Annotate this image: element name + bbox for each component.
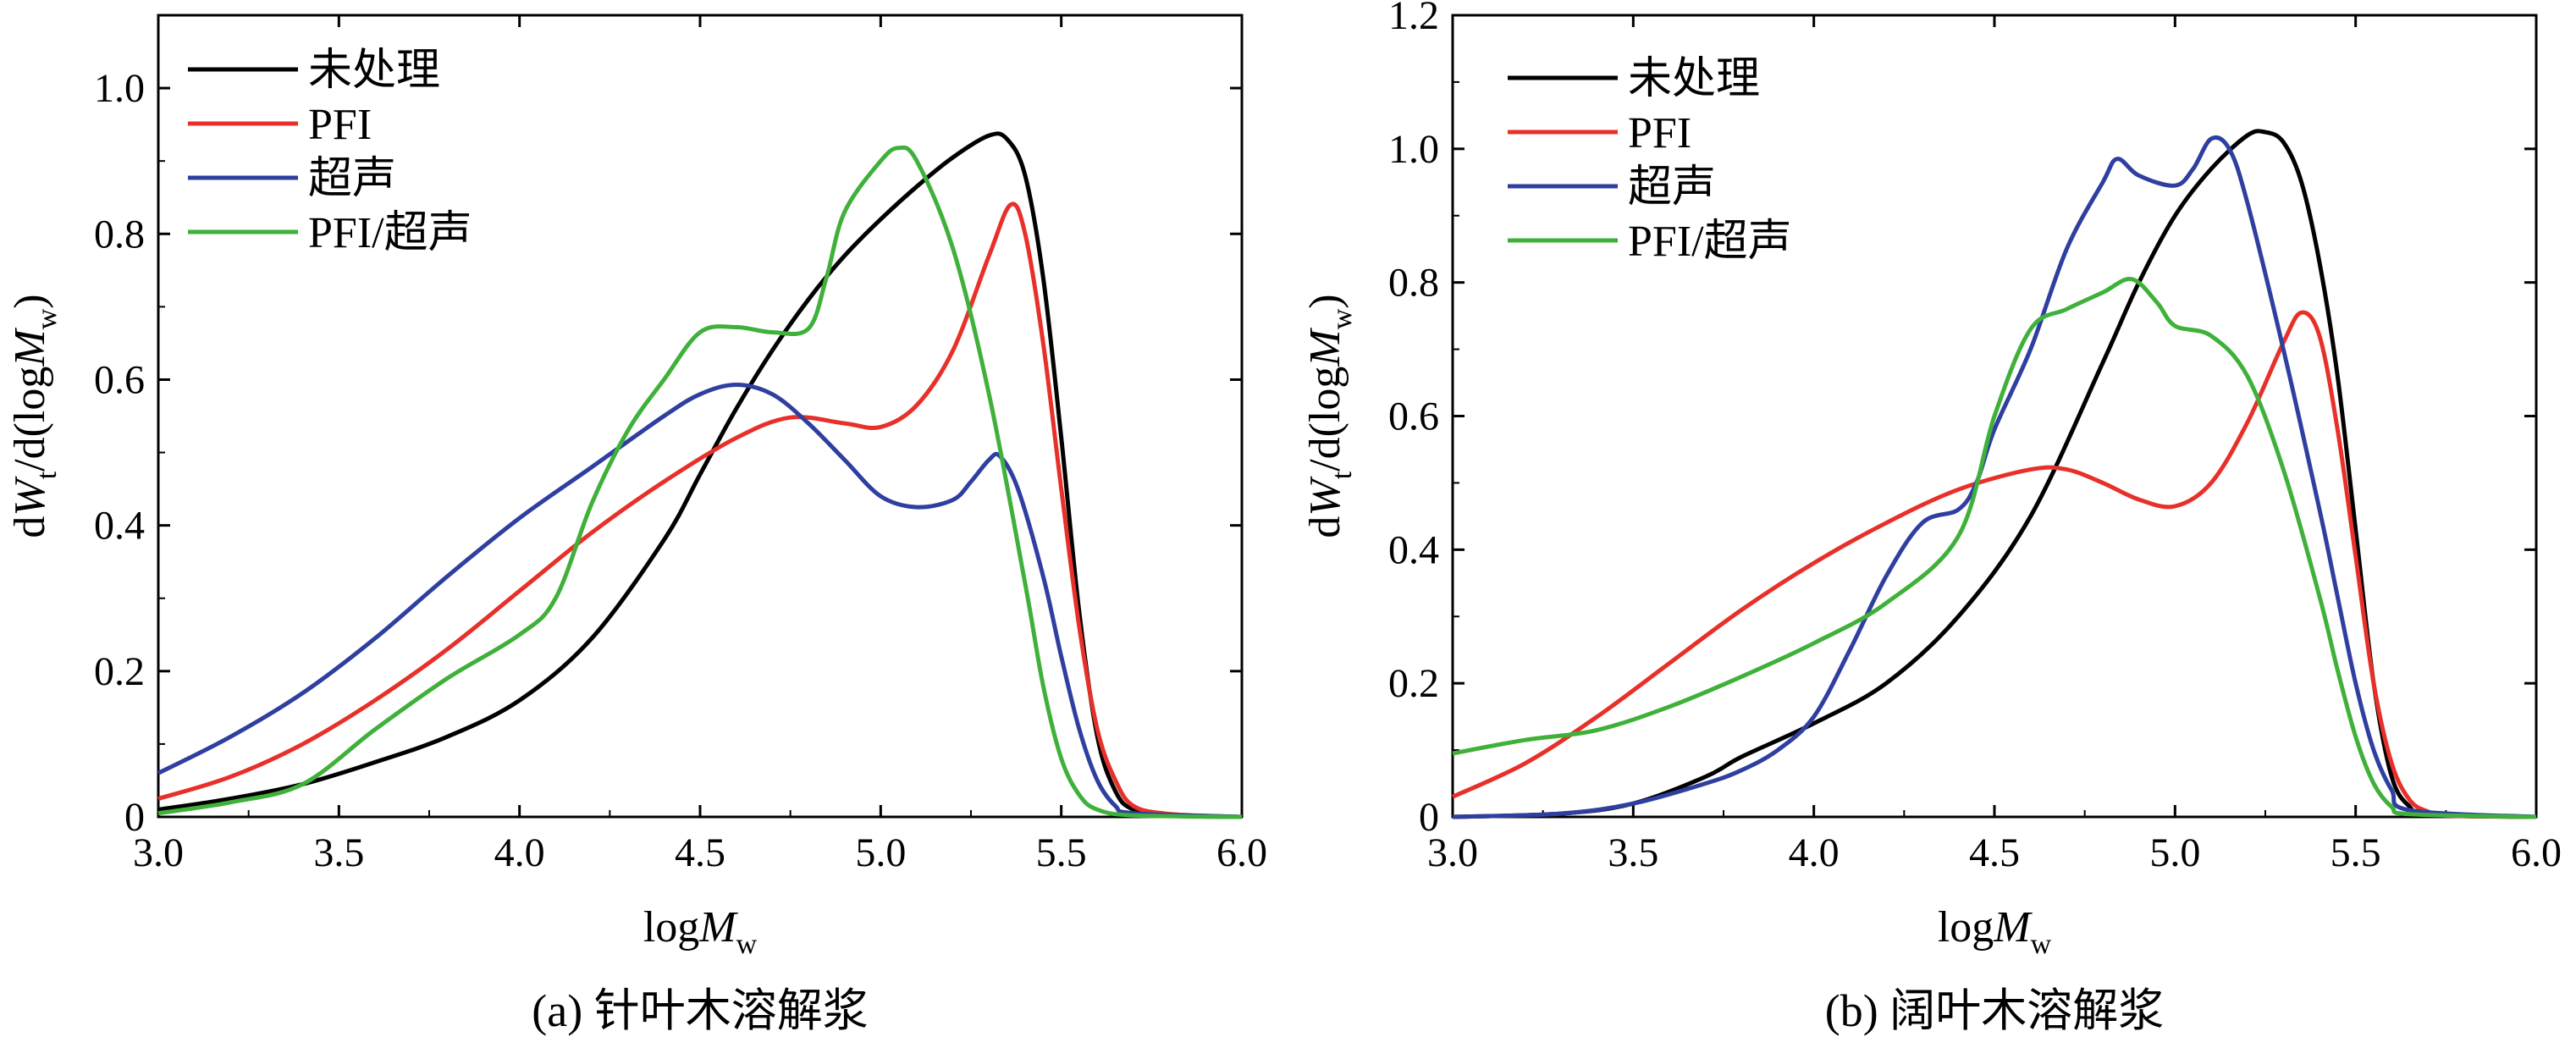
y-axis-label: dWt/d(logMw) [1301,294,1358,538]
x-tick-label: 4.5 [1969,830,2020,875]
y-tick-label: 0.8 [1388,261,1439,306]
legend-label-pfi_ultrasound: PFI/超声 [1628,218,1792,266]
y-tick-label: 0.8 [94,212,145,256]
y-tick-label: 0 [124,795,145,840]
legend-label-ultrasound: 超声 [308,155,396,203]
legend-label-untreated: 未处理 [1628,55,1760,103]
chart-caption: (b) 阔叶木溶解浆 [1825,985,2164,1036]
legend-label-pfi: PFI [308,101,372,149]
x-tick-label: 5.5 [1036,830,1087,875]
series-line-pfi [157,201,1243,819]
chart-panel-a: 3.0 3.5 4.0 4.5 5.0 5.5 6.0 0 0.2 0.4 0.6 0.8 1.0 log… [6,14,1267,1036]
series-line-pfi [1451,310,2537,819]
y-tick-label: 1.0 [1388,127,1439,172]
x-tick-label: 4.0 [1789,830,1840,875]
legend: 未处理 PFI 超声 PFI/超声 [1508,55,1792,266]
chart-caption: (a) 针叶木溶解浆 [532,985,868,1036]
legend: 未处理 PFI 超声 PFI/超声 [188,47,472,257]
series-line-ultrasound [157,383,1243,819]
x-tick-label: 6.0 [1216,830,1267,875]
chart-panel-b: 3.0 3.5 4.0 4.5 5.0 5.5 6.0 0 0.2 0.4 0.6 0.8 1.0 1.2… [1301,0,2562,1036]
y-tick-label: 0.4 [1388,527,1439,572]
series-line-pfi_ultrasound [157,145,1243,819]
y-tick-label: 0.2 [94,649,145,694]
legend-label-pfi: PFI [1628,109,1691,157]
x-tick-label: 5.5 [2331,830,2381,875]
y-tick-label: 0.2 [1388,661,1439,706]
y-tick-label: 1.2 [1388,0,1439,38]
x-tick-label: 4.5 [675,830,725,875]
x-tick-label: 3.0 [1427,830,1478,875]
y-tick-label: 0.6 [1388,394,1439,439]
y-tick-label: 0.4 [94,504,145,549]
legend-label-pfi_ultrasound: PFI/超声 [308,209,472,257]
legend-label-untreated: 未处理 [308,47,440,95]
x-tick-label: 3.5 [313,830,364,875]
x-tick-label: 3.5 [1608,830,1658,875]
x-axis-label: logMw [643,903,758,960]
y-tick-label: 1.0 [94,66,145,111]
series-line-untreated [1452,129,2537,819]
y-axis-label: dWt/d(logMw) [6,294,63,538]
x-axis-label: logMw [1938,903,2052,960]
x-tick-label: 4.0 [494,830,545,875]
series-line-ultrasound [1452,135,2537,819]
legend-label-ultrasound: 超声 [1628,163,1716,212]
x-tick-label: 5.0 [855,830,906,875]
x-tick-label: 3.0 [133,830,184,875]
y-tick-label: 0 [1419,795,1439,840]
x-tick-label: 6.0 [2511,830,2562,875]
y-tick-label: 0.6 [94,357,145,402]
series-line-pfi_ultrasound [1452,277,2537,819]
x-tick-label: 5.0 [2149,830,2200,875]
